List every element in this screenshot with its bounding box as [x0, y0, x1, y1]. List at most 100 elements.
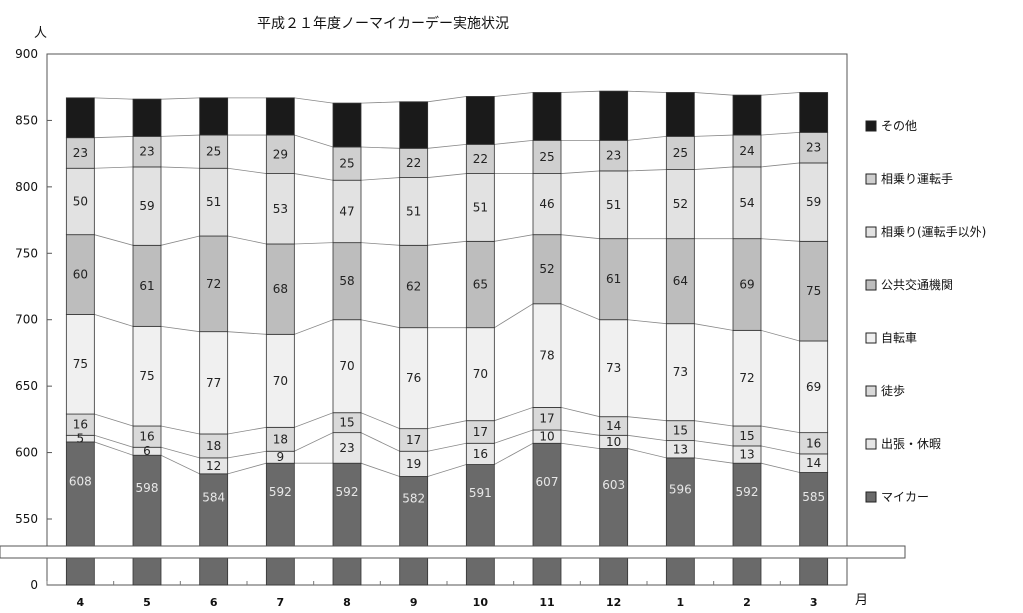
data-label: 603 — [602, 478, 625, 492]
x-axis: 4 5 6 7 8 9 10 11 12 1 2 3 — [46, 581, 817, 609]
bar-segment — [465, 240, 495, 329]
data-label: 22 — [473, 152, 488, 166]
data-label: 64 — [673, 274, 688, 288]
data-label: 16 — [473, 447, 488, 461]
data-label: 23 — [606, 149, 621, 163]
data-label: 585 — [802, 490, 825, 504]
data-label: 73 — [606, 361, 621, 375]
data-label: 73 — [673, 365, 688, 379]
bar-segment — [799, 92, 829, 133]
x-tick-label: 5 — [143, 596, 151, 609]
data-label: 18 — [273, 432, 288, 446]
legend-label: 公共交通機関 — [881, 277, 953, 292]
data-label: 51 — [606, 198, 621, 212]
x-tick-label: 8 — [343, 596, 351, 609]
bar-segment — [665, 323, 695, 422]
data-label: 70 — [473, 367, 488, 381]
data-label: 58 — [339, 274, 354, 288]
bar-segment — [599, 90, 629, 141]
data-label: 25 — [539, 150, 554, 164]
y-tick-label: 900 — [15, 47, 38, 61]
bar-segment — [132, 135, 162, 168]
data-label: 24 — [739, 144, 754, 158]
bar-segment — [799, 472, 829, 586]
bar-segment — [399, 244, 429, 329]
data-label: 591 — [469, 486, 492, 500]
bar-segment — [332, 179, 362, 244]
data-label: 584 — [202, 490, 225, 504]
x-tick-label: 7 — [277, 596, 285, 609]
data-label: 52 — [539, 262, 554, 276]
legend-label: 相乗り運転手 — [881, 172, 953, 186]
trend-line — [66, 429, 828, 459]
bar-segment — [65, 441, 95, 586]
bar-segment — [532, 139, 562, 174]
bar-segment — [132, 325, 162, 427]
x-tick-label: 6 — [210, 596, 218, 609]
bar-segment — [132, 98, 162, 137]
trend-line — [66, 162, 828, 181]
data-label: 68 — [273, 282, 288, 296]
data-label: 17 — [406, 433, 421, 447]
y-unit-label: 人 — [34, 26, 47, 41]
data-label: 17 — [539, 412, 554, 426]
legend-swatch — [865, 173, 877, 185]
data-label: 596 — [669, 482, 692, 496]
plot-area — [46, 53, 848, 586]
y-tick-label: 700 — [15, 313, 38, 327]
data-label: 51 — [473, 200, 488, 214]
data-label: 65 — [473, 278, 488, 292]
data-label: 15 — [673, 424, 688, 438]
x-tick-label: 12 — [606, 596, 621, 609]
bar-segment — [65, 167, 95, 236]
bar-segment — [665, 238, 695, 325]
data-label: 607 — [536, 475, 559, 489]
bar-segment — [399, 177, 429, 246]
y-tick-label: 0 — [30, 578, 38, 592]
bar-segment — [65, 313, 95, 415]
data-label: 23 — [339, 441, 354, 455]
x-tick-label: 11 — [539, 596, 554, 609]
bar-segment — [199, 134, 229, 169]
bar-segment — [665, 92, 695, 137]
bar-segment — [399, 327, 429, 430]
x-tick-label: 1 — [677, 596, 685, 609]
data-label: 23 — [139, 145, 154, 159]
bar-segment — [599, 170, 629, 240]
bar-segment — [465, 96, 495, 145]
legend-label: その他 — [881, 119, 917, 133]
bar-segment — [732, 94, 762, 136]
trend-line — [66, 90, 828, 104]
bar-segment — [532, 92, 562, 141]
trend-lines — [66, 90, 828, 477]
data-label: 592 — [736, 485, 759, 499]
bar-segment — [799, 162, 829, 242]
data-label: 51 — [406, 204, 421, 218]
axis-break — [0, 545, 906, 559]
data-label: 54 — [739, 196, 754, 210]
data-label: 47 — [339, 204, 354, 218]
data-label: 70 — [339, 359, 354, 373]
x-tick-label: 10 — [473, 596, 489, 609]
bar-segment — [599, 238, 629, 321]
data-label: 46 — [539, 197, 554, 211]
data-label: 17 — [473, 425, 488, 439]
bar-segment — [732, 462, 762, 586]
x-tick-label: 4 — [77, 596, 85, 609]
data-label: 50 — [73, 194, 88, 208]
trend-line — [66, 234, 828, 246]
bar-segment — [465, 143, 495, 174]
bars — [65, 90, 829, 586]
data-label: 23 — [73, 146, 88, 160]
bar-segment — [532, 173, 562, 236]
data-label: 75 — [806, 284, 821, 298]
legend-label: 自転車 — [881, 331, 917, 345]
bar-segment — [65, 97, 95, 139]
bar-segment — [132, 166, 162, 246]
bar-segment — [199, 331, 229, 435]
data-label: 76 — [406, 371, 421, 385]
data-label: 59 — [806, 195, 821, 209]
data-label: 582 — [402, 492, 425, 506]
